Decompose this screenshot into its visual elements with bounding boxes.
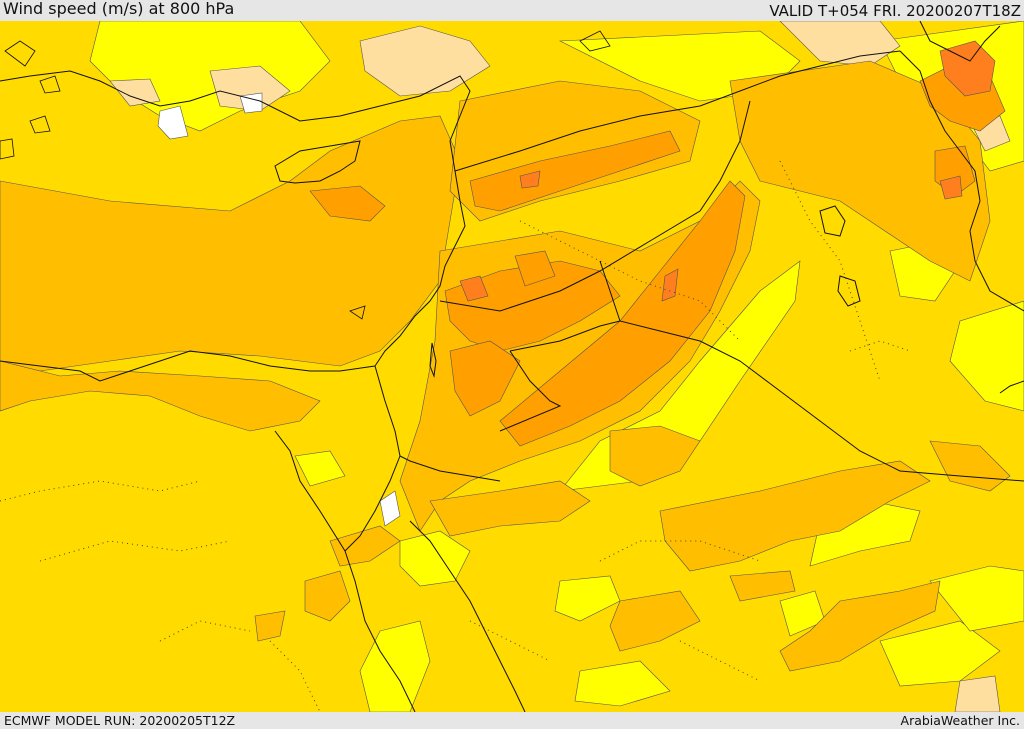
strongest-wind-areas: [459, 40, 996, 302]
valid-time-label: VALID T+054 FRI. 20200207T18Z: [769, 2, 1021, 20]
model-run-label: ECMWF MODEL RUN: 20200205T12Z: [4, 713, 236, 728]
wind-speed-map[interactable]: [0, 21, 1024, 712]
islands: [0, 30, 611, 320]
stronger-wind-areas: [309, 60, 1006, 447]
credit-label: ArabiaWeather Inc.: [900, 713, 1020, 728]
calm-wind-areas: [109, 21, 1011, 712]
footer-bar: ECMWF MODEL RUN: 20200205T12Z ArabiaWeat…: [0, 712, 1024, 729]
coastlines-and-borders: [0, 21, 1024, 712]
title-bar: Wind speed (m/s) at 800 hPa VALID T+054 …: [0, 0, 1024, 21]
no-wind-areas: [157, 92, 401, 527]
map-title: Wind speed (m/s) at 800 hPa: [3, 0, 235, 18]
dotted-contours: [0, 160, 911, 712]
